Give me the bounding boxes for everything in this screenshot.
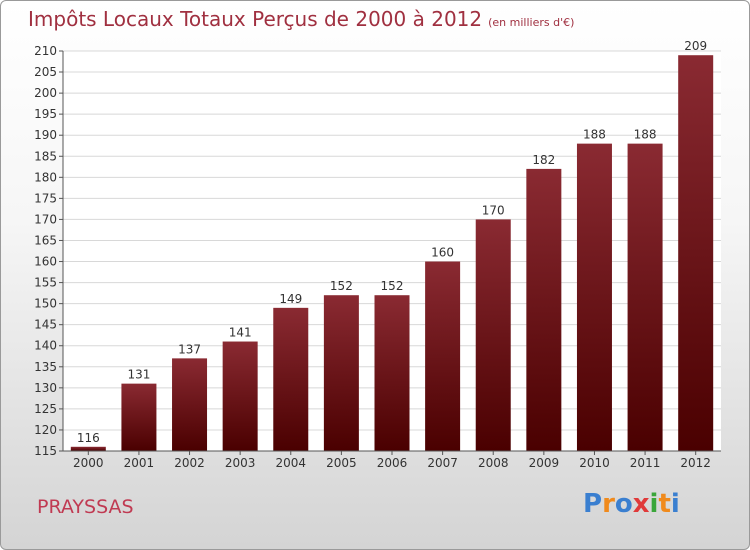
x-tick-label: 2004 <box>275 456 306 470</box>
y-tick-label: 190 <box>34 128 57 142</box>
y-tick-label: 195 <box>34 107 57 121</box>
x-tick-label: 2001 <box>124 456 155 470</box>
x-tick-label: 2006 <box>377 456 408 470</box>
x-tick-label: 2012 <box>680 456 711 470</box>
bar-value-label: 152 <box>330 279 353 293</box>
y-tick-label: 115 <box>34 444 57 458</box>
bar-2007[interactable] <box>425 261 461 451</box>
bar-2006[interactable] <box>374 295 410 451</box>
y-tick-label: 145 <box>34 318 57 332</box>
chart-title: Impôts Locaux Totaux Perçus de 2000 à 20… <box>28 7 574 31</box>
y-tick-label: 165 <box>34 233 57 247</box>
logo-letter: P <box>583 489 603 519</box>
bar-2011[interactable] <box>627 143 663 451</box>
bar-value-label: 116 <box>77 431 100 445</box>
bar-2001[interactable] <box>121 383 157 451</box>
x-tick-label: 2005 <box>326 456 357 470</box>
x-tick-label: 2003 <box>225 456 256 470</box>
bar-2004[interactable] <box>273 307 309 451</box>
bar-value-label: 182 <box>532 153 555 167</box>
y-tick-label: 180 <box>34 170 57 184</box>
y-tick-label: 135 <box>34 360 57 374</box>
y-tick-label: 170 <box>34 212 57 226</box>
bar-value-label: 209 <box>684 39 707 53</box>
bar-2009[interactable] <box>526 168 562 452</box>
x-tick-label: 2008 <box>478 456 509 470</box>
x-tick-label: 2002 <box>174 456 205 470</box>
y-tick-label: 155 <box>34 276 57 290</box>
bar-value-label: 141 <box>229 326 252 340</box>
bar-2000[interactable] <box>70 446 106 451</box>
bar-value-label: 188 <box>634 128 657 142</box>
bar-value-label: 137 <box>178 342 201 356</box>
y-tick-label: 200 <box>34 86 57 100</box>
chart-unit-note: (en milliers d'€) <box>488 16 575 29</box>
logo-letter: t <box>658 489 671 519</box>
bar-2010[interactable] <box>576 143 612 451</box>
y-tick-label: 175 <box>34 191 57 205</box>
y-tick-label: 130 <box>34 381 57 395</box>
bar-2002[interactable] <box>172 358 208 451</box>
logo-letter: i <box>670 489 680 519</box>
bar-value-label: 160 <box>431 246 454 260</box>
x-tick-label: 2000 <box>73 456 104 470</box>
bar-value-label: 152 <box>381 279 404 293</box>
logo-letter: o <box>614 489 633 519</box>
bar-2008[interactable] <box>475 219 511 451</box>
logo-letter: r <box>602 489 615 519</box>
x-tick-label: 2009 <box>529 456 560 470</box>
bar-2005[interactable] <box>323 295 359 451</box>
bar-value-label: 188 <box>583 128 606 142</box>
city-name: PRAYSSAS <box>37 496 134 518</box>
y-tick-label: 205 <box>34 65 57 79</box>
x-tick-label: 2011 <box>630 456 661 470</box>
y-tick-label: 150 <box>34 297 57 311</box>
logo-letter: x <box>632 489 650 519</box>
y-tick-label: 120 <box>34 423 57 437</box>
y-tick-label: 160 <box>34 255 57 269</box>
bar-value-label: 131 <box>127 368 150 382</box>
bar-2012[interactable] <box>678 55 714 452</box>
logo-letter: i <box>649 489 659 519</box>
bar-2003[interactable] <box>222 341 258 451</box>
x-tick-label: 2010 <box>579 456 610 470</box>
bar-value-label: 149 <box>279 292 302 306</box>
y-tick-label: 125 <box>34 402 57 416</box>
proxiti-logo[interactable]: Proxiti <box>583 489 680 519</box>
chart-title-text: Impôts Locaux Totaux Perçus de 2000 à 20… <box>28 7 483 31</box>
y-tick-label: 210 <box>34 44 57 58</box>
y-tick-label: 140 <box>34 339 57 353</box>
bar-value-label: 170 <box>482 203 505 217</box>
y-tick-label: 185 <box>34 149 57 163</box>
x-tick-label: 2007 <box>427 456 458 470</box>
